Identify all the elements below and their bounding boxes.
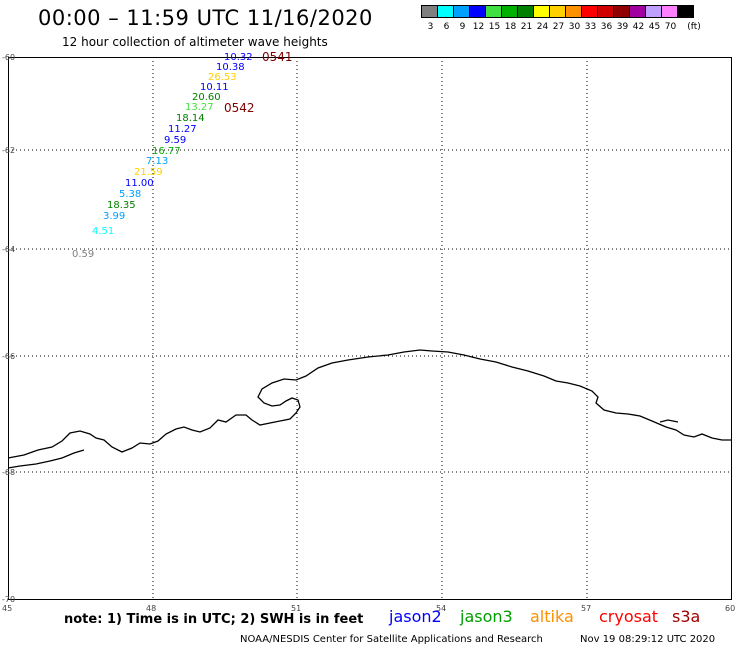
satellite-legend-jason2: jason2	[389, 607, 442, 626]
wave-height-value: 18.35	[107, 200, 136, 211]
colorbar-tick-label: 42	[632, 22, 645, 32]
lat-label: -70	[2, 595, 16, 604]
wave-height-value: 26.53	[208, 72, 237, 83]
lat-label: -62	[2, 146, 16, 155]
wave-height-value: 16.77	[152, 146, 181, 157]
colorbar-swatch	[677, 5, 694, 18]
wave-height-value: 7.13	[146, 156, 169, 167]
colorbar-tick-label: 24	[536, 22, 549, 32]
wave-height-value: 21.59	[134, 167, 163, 178]
lon-label: 60	[725, 604, 736, 613]
pass-label: 0542	[224, 101, 255, 115]
wave-height-value: 18.14	[176, 113, 205, 124]
colorbar-tick-label: 15	[488, 22, 501, 32]
colorbar-tick-label: 39	[616, 22, 629, 32]
lon-label: 45	[2, 604, 13, 613]
antarctic-coastline	[7, 349, 732, 459]
ice-rise-outline	[659, 419, 679, 423]
chart-title: 00:00 – 11:59 UTC 11/16/2020	[38, 6, 373, 30]
colorbar-labels: 3 6 9 12 15 18 21 24 27 30 33 36 39 42 45 70 (ft)	[422, 22, 740, 34]
wave-height-value: 11.27	[168, 124, 197, 135]
satellite-legend-jason3: jason3	[460, 607, 513, 626]
colorbar-unit-label: (ft)	[687, 22, 701, 32]
wave-height-value: 3.99	[103, 211, 126, 222]
graticule	[8, 57, 732, 600]
wave-height-value: 5.38	[119, 189, 142, 200]
satellite-legend-altika: altika	[530, 607, 574, 626]
lon-label: 48	[146, 604, 157, 613]
satellite-legend-s3a: s3a	[672, 607, 701, 626]
lat-label: -66	[2, 352, 16, 361]
wave-height-value: 4.51	[92, 226, 115, 237]
colorbar-tick-label: 12	[472, 22, 485, 32]
generated-timestamp: Nov 19 08:29:12 UTC 2020	[580, 634, 716, 645]
colorbar-tick-label: 70	[664, 22, 677, 32]
satellite-legend-cryosat: cryosat	[599, 607, 659, 626]
chart-subtitle: 12 hour collection of altimeter wave hei…	[62, 35, 328, 49]
wave-height-colorbar	[421, 5, 694, 18]
colorbar-tick-label: 3	[427, 22, 434, 32]
credit-line: NOAA/NESDIS Center for Satellite Applica…	[240, 634, 543, 645]
lat-label: -64	[2, 245, 16, 254]
wave-height-value: 11.00	[125, 178, 154, 189]
lat-label: -68	[2, 468, 16, 477]
colorbar-tick-label: 21	[520, 22, 533, 32]
colorbar-tick-label: 18	[504, 22, 517, 32]
footer-note: note: 1) Time is in UTC; 2) SWH is in fe…	[64, 612, 364, 627]
colorbar-tick-label: 6	[443, 22, 450, 32]
wave-height-value: 0.59	[72, 249, 95, 260]
lon-label: 54	[436, 604, 447, 613]
colorbar-tick-label: 9	[459, 22, 466, 32]
wave-height-value: 10.38	[216, 62, 245, 73]
lon-label: 57	[581, 604, 592, 613]
map-frame	[8, 57, 732, 600]
coastline-fragment	[7, 449, 85, 469]
lon-label: 51	[291, 604, 302, 613]
colorbar-tick-label: 33	[584, 22, 597, 32]
wave-height-value: 13.27	[185, 102, 214, 113]
wave-height-value: 9.59	[164, 135, 187, 146]
wave-height-value: 10.11	[200, 82, 229, 93]
wave-height-value: 10.32	[224, 52, 253, 63]
wave-height-value: 20.60	[192, 92, 221, 103]
colorbar-tick-label: 27	[552, 22, 565, 32]
colorbar-tick-label: 30	[568, 22, 581, 32]
colorbar-tick-label: 36	[600, 22, 613, 32]
pass-label: 0541	[262, 50, 293, 64]
colorbar-tick-label: 45	[648, 22, 661, 32]
lat-label: -60	[2, 53, 16, 62]
